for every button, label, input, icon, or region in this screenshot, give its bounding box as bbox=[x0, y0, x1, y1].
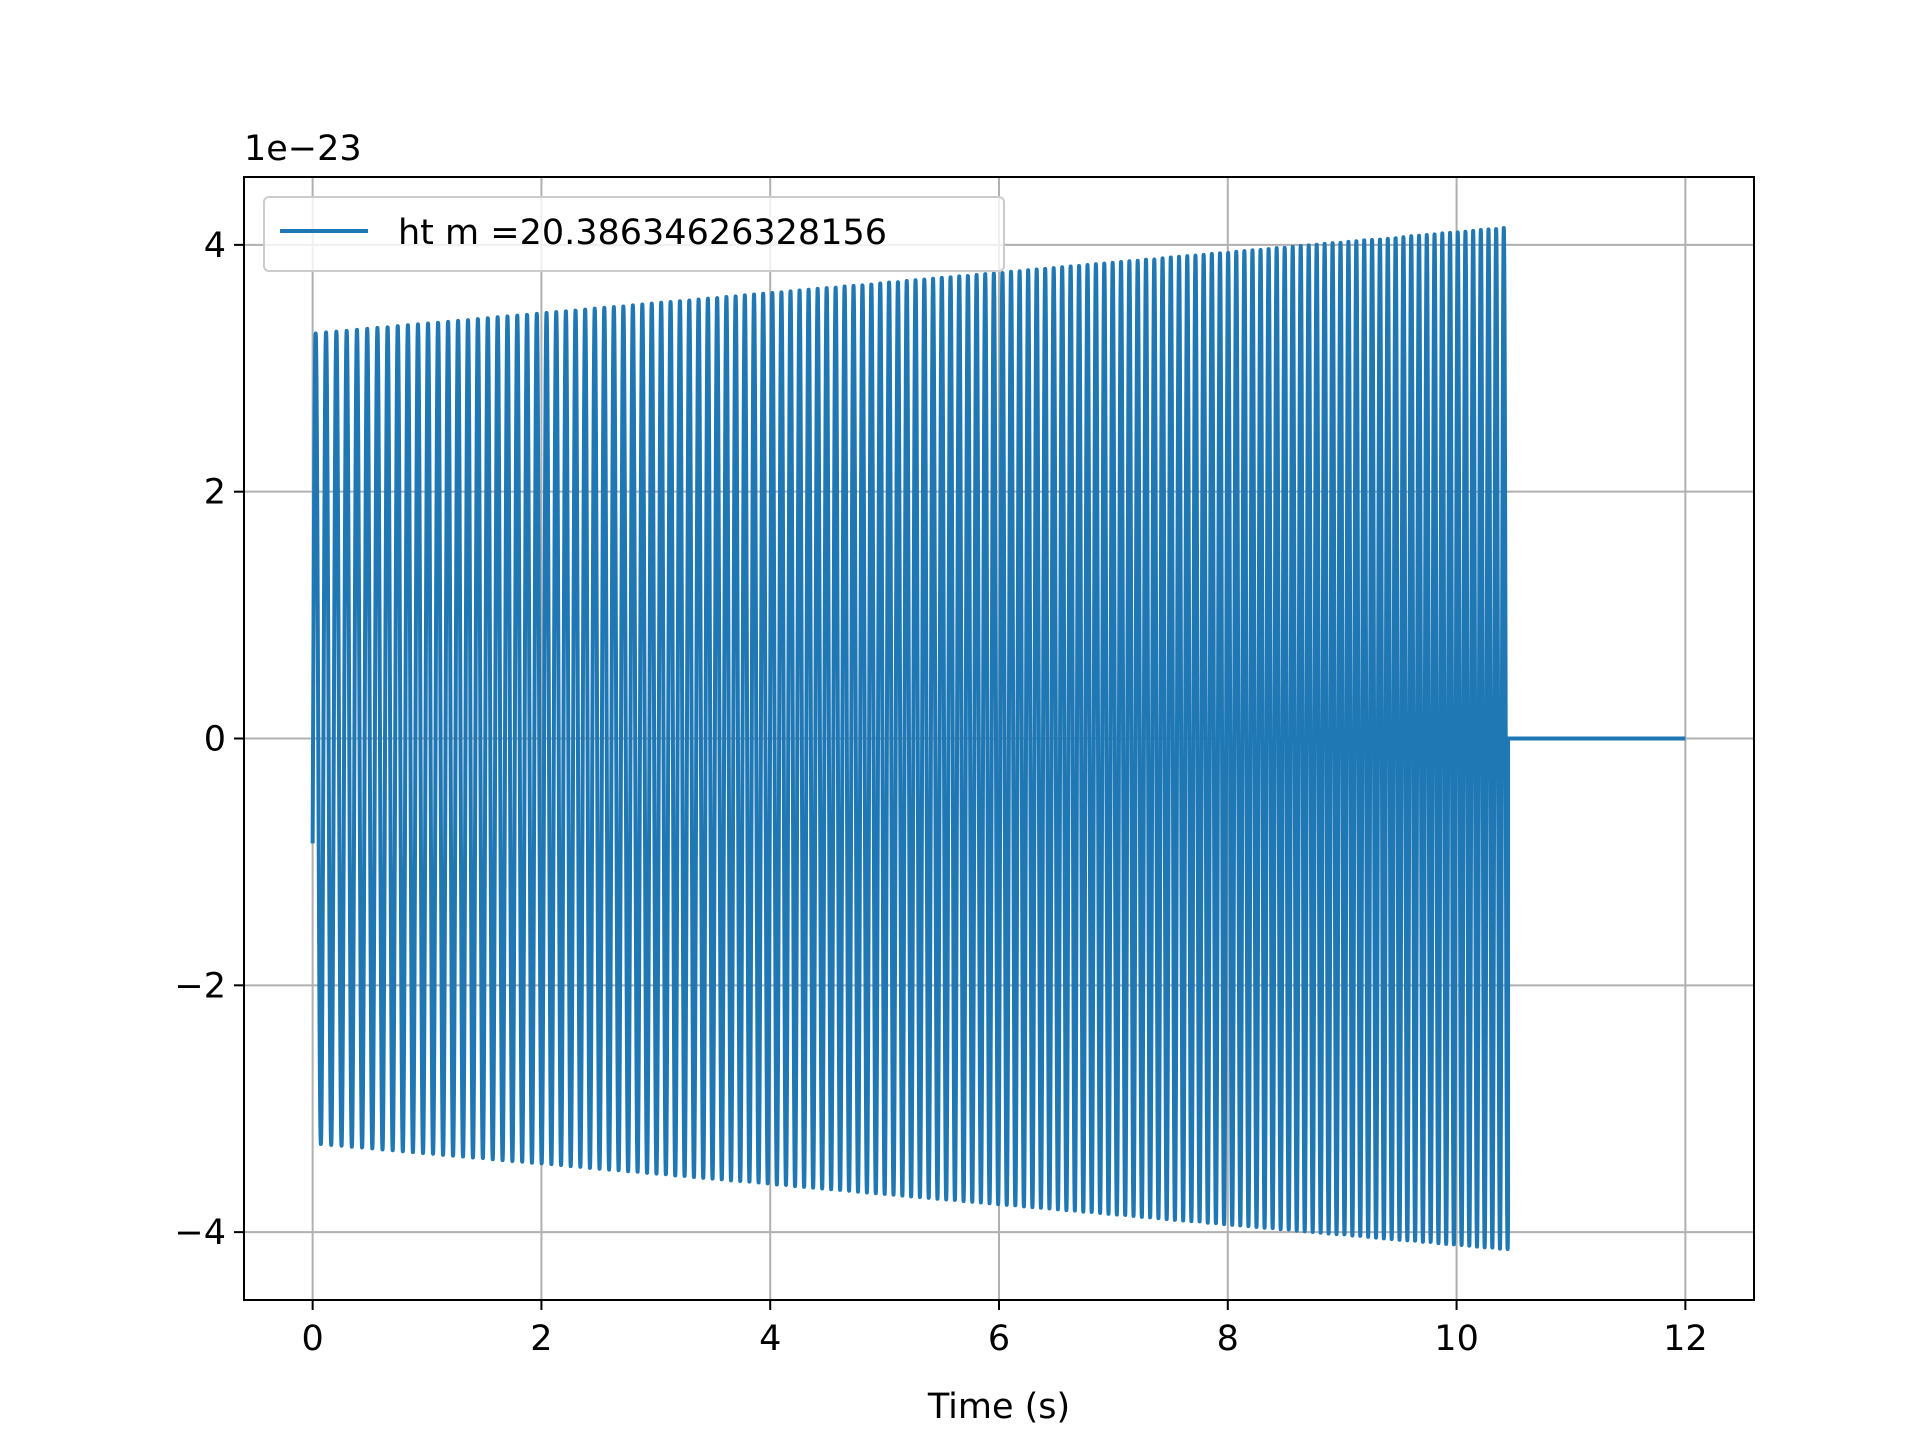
x-tick-label: 10 bbox=[1434, 1319, 1479, 1359]
y-tick-label: −4 bbox=[174, 1213, 226, 1253]
x-axis-label: Time (s) bbox=[927, 1387, 1070, 1427]
x-tick-label: 2 bbox=[530, 1319, 552, 1359]
legend-label-ht: ht m =20.38634626328156 bbox=[398, 213, 887, 253]
legend: ht m =20.38634626328156 bbox=[264, 197, 1004, 271]
x-tick-label: 4 bbox=[759, 1319, 781, 1359]
y-tick-label: −2 bbox=[174, 966, 226, 1006]
y-tick-label: 4 bbox=[204, 226, 226, 266]
x-tick-label: 6 bbox=[988, 1319, 1010, 1359]
y-tick-label: 0 bbox=[204, 720, 226, 760]
x-tick-label: 12 bbox=[1663, 1319, 1708, 1359]
x-tick-label: 0 bbox=[301, 1319, 323, 1359]
y-tick-label: 2 bbox=[204, 473, 226, 513]
x-tick-label: 8 bbox=[1217, 1319, 1239, 1359]
y-axis-offset-label: 1e−23 bbox=[244, 129, 362, 169]
